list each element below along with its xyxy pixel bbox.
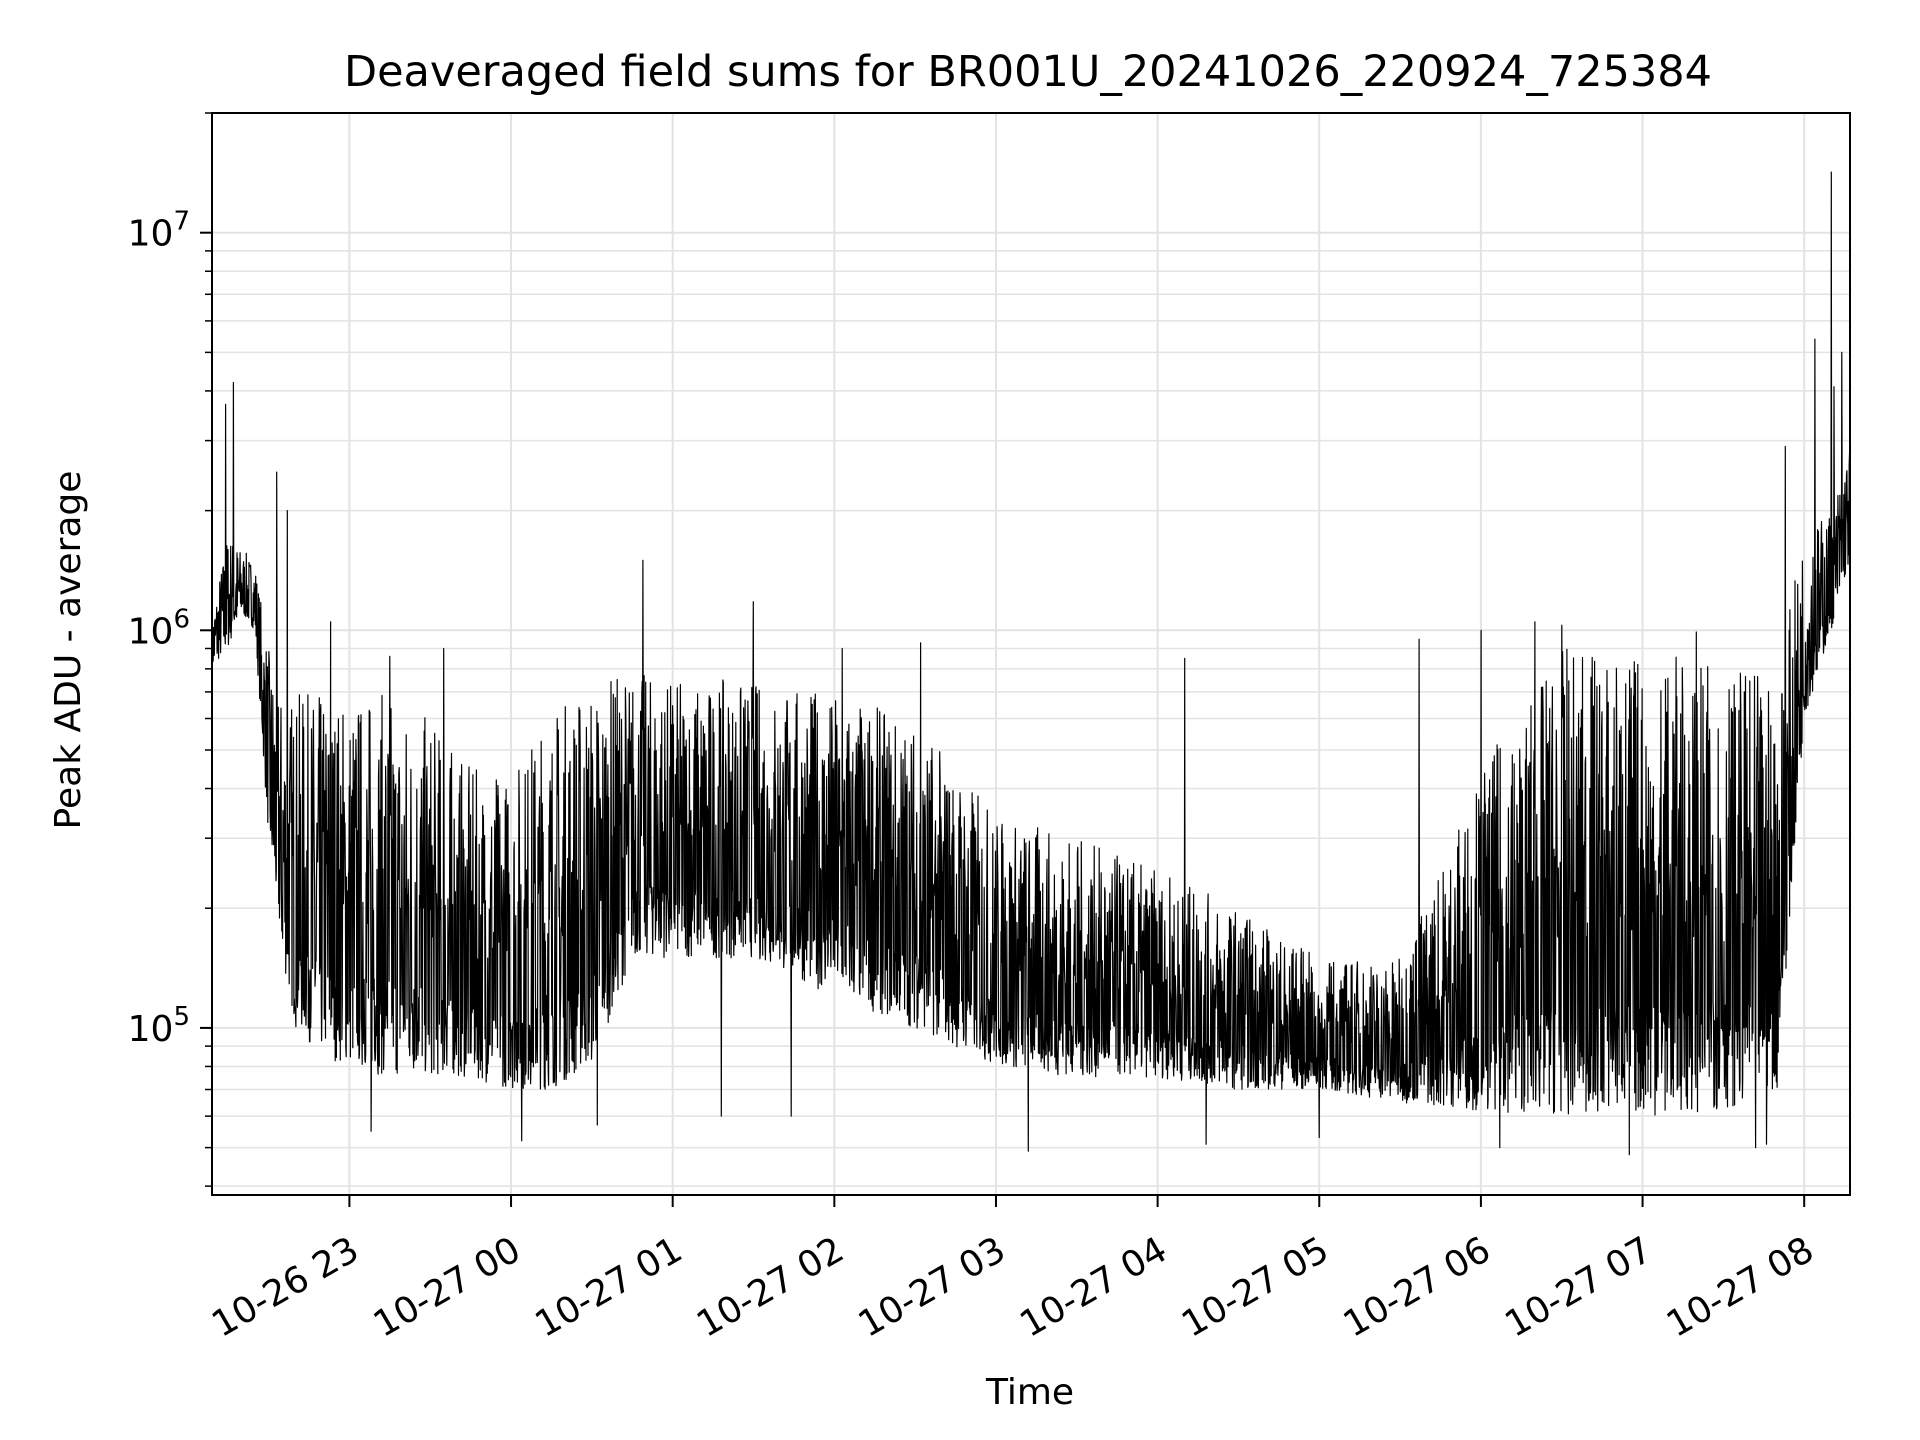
chart-title: Deaveraged field sums for BR001U_2024102…: [344, 47, 1712, 97]
y-tick-label: 107: [128, 207, 190, 255]
plot-frame: [211, 112, 1851, 1196]
x-axis-title: Time: [985, 1372, 1074, 1413]
series-line-group: [211, 171, 1851, 1156]
series-line: [211, 171, 1851, 1156]
y-tick-label: 106: [128, 604, 190, 652]
y-axis-title: Peak ADU - average: [48, 471, 89, 830]
y-tick-label: 105: [128, 1002, 190, 1050]
